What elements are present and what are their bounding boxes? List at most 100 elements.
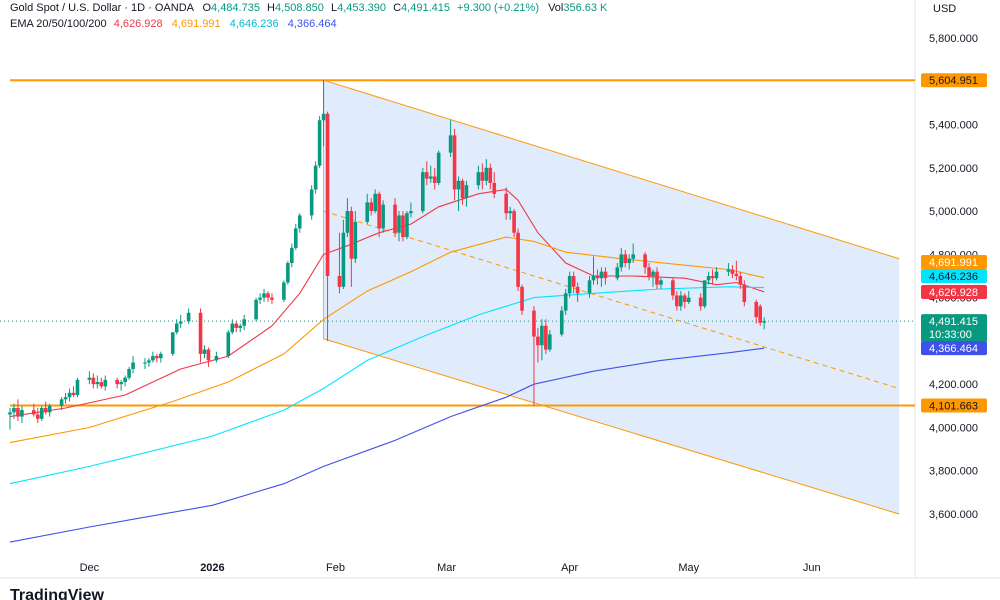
candle [428, 165, 433, 183]
candle [47, 403, 52, 417]
high-value: 4,508.850 [274, 2, 324, 14]
change-value: +9.300 (+0.21%) [457, 2, 539, 14]
price-axis-label-bg [921, 398, 987, 413]
candle-body [480, 172, 485, 181]
price-axis-label-bg [921, 73, 987, 88]
price-tick-label: 5,200.000 [929, 163, 978, 175]
candle [337, 232, 342, 294]
high-label: H [267, 2, 275, 14]
candle-body [290, 247, 294, 264]
candle-body [103, 379, 108, 387]
channel-layer[interactable] [323, 79, 900, 515]
candle [131, 356, 135, 374]
time-tick-label: Feb [326, 562, 345, 574]
candle [758, 304, 762, 326]
candle [234, 321, 239, 333]
candle [270, 293, 274, 305]
candle [59, 397, 64, 411]
candle [95, 375, 100, 389]
candle-body [214, 356, 219, 361]
candle-body [377, 193, 381, 229]
candle-body [603, 271, 608, 279]
candle-body [198, 312, 203, 354]
candle-body [730, 269, 735, 274]
candle-body [99, 382, 104, 387]
candle-body [234, 323, 239, 328]
candle [309, 185, 314, 220]
ema-indicator-label[interactable]: EMA 20/50/100/200 [10, 18, 107, 30]
candle-body [206, 349, 211, 361]
candle [536, 327, 540, 363]
candle-body [452, 135, 457, 190]
candle [734, 260, 739, 281]
candle-body [726, 269, 731, 272]
time-axis[interactable]: Dec 2026 Feb Mar Apr May Jun [80, 562, 821, 574]
candle [242, 314, 246, 331]
candle [738, 271, 743, 289]
candle [484, 159, 489, 186]
candle [619, 247, 624, 272]
channel-fill [323, 80, 900, 514]
candle-body [738, 276, 743, 285]
candle-body [20, 410, 24, 417]
candle [432, 167, 437, 190]
candle-body [143, 362, 147, 364]
candle-body [151, 356, 155, 361]
candle-body [67, 392, 72, 398]
candle [492, 172, 497, 199]
candle [424, 161, 429, 186]
candle [266, 291, 270, 302]
candle [631, 243, 635, 264]
candle [115, 377, 119, 389]
candle [409, 202, 413, 218]
candle [16, 399, 20, 421]
candle [686, 291, 691, 305]
candle-body [643, 254, 647, 268]
candle [345, 198, 350, 238]
candle-body [686, 297, 691, 302]
candle [32, 403, 36, 417]
candle [436, 150, 441, 186]
candle [615, 263, 620, 281]
candle-body [631, 254, 635, 259]
candle-body [353, 221, 358, 259]
candle-body [448, 135, 453, 153]
price-tick-label: 5,000.000 [929, 206, 978, 218]
candle-body [317, 120, 322, 166]
close-label: C [393, 2, 402, 14]
candle [698, 293, 703, 311]
candle-body [178, 321, 183, 324]
candle [321, 80, 326, 147]
candle-body [428, 176, 433, 179]
candle-body [254, 299, 258, 320]
time-tick-label: Mar [437, 562, 456, 574]
open-value: 4,484.735 [211, 2, 260, 14]
candle-body [345, 211, 350, 233]
candle-body [742, 284, 747, 302]
tradingview-logo[interactable]: TradingView [10, 588, 104, 600]
symbol-title[interactable]: Gold Spot / U.S. Dollar · 1D · OANDA [10, 2, 194, 14]
candle [742, 280, 747, 307]
low-label: L [330, 2, 338, 14]
ema100-value: 4,646.236 [229, 18, 279, 30]
candle [127, 366, 131, 380]
candle-body [393, 204, 397, 233]
candle-body [39, 407, 44, 419]
candle-body [655, 271, 659, 285]
candle-body [397, 215, 401, 233]
candle [35, 407, 40, 424]
candle-body [293, 228, 298, 248]
price-axis-label-text: 4,101.663 [929, 400, 978, 412]
candle [476, 165, 481, 190]
candle-body [540, 325, 544, 346]
candle [726, 263, 731, 276]
candle-body [230, 323, 235, 333]
candle [397, 211, 401, 242]
candle-body [599, 271, 604, 279]
candle-body [325, 113, 330, 277]
candle-body [170, 332, 175, 354]
price-tick-label: 3,600.000 [929, 509, 978, 521]
candle-body [75, 379, 80, 395]
